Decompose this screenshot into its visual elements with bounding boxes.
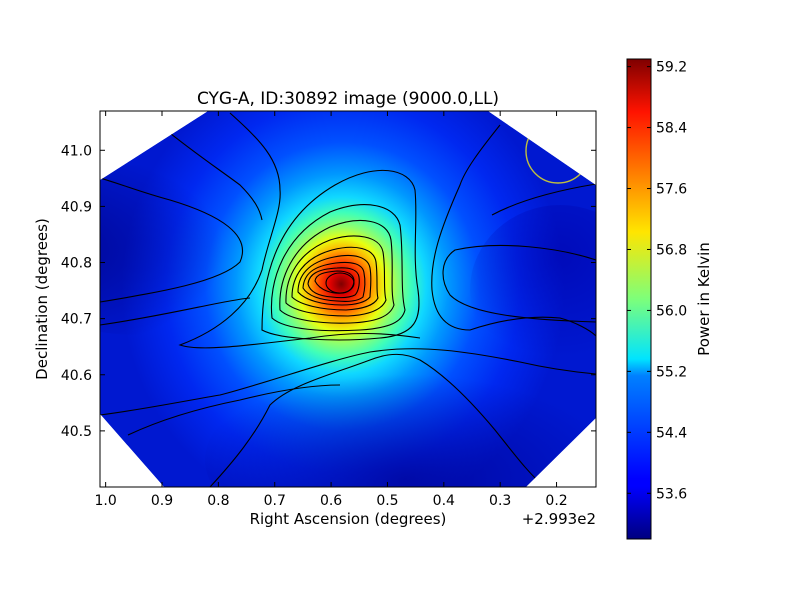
contour-line — [491, 183, 596, 216]
x-tick-label: 0.3 — [489, 493, 511, 509]
colorbar-tick-label: 54.4 — [656, 425, 687, 441]
y-axis-label: Declination (degrees) — [33, 218, 51, 380]
colorbar-tick-label: 53.6 — [656, 486, 687, 502]
mask-top-left — [100, 111, 208, 180]
low-power-left — [100, 165, 290, 335]
chart-title: CYG-A, ID:30892 image (9000.0,LL) — [197, 89, 499, 109]
x-axis: 1.0 0.9 0.8 0.7 0.6 0.5 0.4 0.3 0.2 — [95, 111, 568, 509]
x-tick-label: 0.6 — [320, 493, 342, 509]
colorbar-tick-label: 56.0 — [656, 303, 687, 319]
mask-top-right — [488, 111, 596, 185]
contour-line — [100, 348, 596, 416]
y-tick-label: 40.6 — [61, 368, 92, 384]
contour-line — [100, 297, 251, 326]
mask-bottom-left — [100, 414, 164, 487]
colorbar-tick-label: 57.6 — [656, 182, 687, 198]
contour-line — [297, 254, 372, 306]
colorbar-tick-label: 55.2 — [656, 364, 687, 380]
heatmap-edge-masks — [100, 111, 596, 487]
y-tick-label: 40.9 — [61, 199, 92, 215]
contour-line — [285, 235, 387, 317]
contour-line — [442, 244, 596, 323]
mask-bottom-right — [526, 418, 596, 487]
contour-lines — [100, 112, 596, 487]
y-tick-label: 40.7 — [61, 312, 92, 328]
contour-line — [270, 204, 406, 332]
x-axis-offset-label: +2.993e2 — [522, 510, 596, 528]
contour-line — [431, 124, 596, 337]
x-tick-label: 0.7 — [264, 493, 286, 509]
colorbar — [626, 58, 652, 540]
y-tick-label: 40.8 — [61, 256, 92, 272]
colorbar-tick-label: 59.2 — [656, 60, 687, 76]
y-tick-label: 40.5 — [61, 424, 92, 440]
contour-line — [127, 384, 341, 436]
colorbar-tick-label: 58.4 — [656, 121, 687, 137]
contour-line — [159, 124, 263, 221]
y-tick-label: 41.0 — [61, 143, 92, 159]
contour-line — [279, 220, 395, 324]
colorbar-label: Power in Kelvin — [695, 242, 713, 356]
contour-line — [307, 267, 360, 299]
low-power-right — [470, 205, 596, 375]
contour-line — [209, 353, 546, 487]
x-tick-label: 0.5 — [376, 493, 398, 509]
y-axis: 40.5 40.6 40.7 40.8 40.9 41.0 — [61, 143, 596, 440]
contour-line — [261, 169, 420, 341]
contour-line — [100, 177, 243, 303]
colorbar-tick-label: 56.8 — [656, 242, 687, 258]
x-tick-label: 0.8 — [207, 493, 229, 509]
contour-line — [302, 261, 366, 302]
x-axis-label: Right Ascension (degrees) — [250, 510, 447, 528]
low-power-bottom — [205, 365, 596, 487]
heatmap-image — [100, 111, 596, 487]
x-tick-label: 1.0 — [95, 493, 117, 509]
x-tick-label: 0.9 — [151, 493, 173, 509]
x-tick-label: 0.2 — [545, 493, 567, 509]
contour-line — [291, 246, 379, 311]
colorbar-ticks: 53.6 54.4 55.2 56.0 56.8 57.6 58.4 59.2 — [627, 60, 687, 502]
plot-frame — [99, 110, 597, 488]
contour-line — [314, 270, 355, 294]
x-tick-label: 0.4 — [433, 493, 455, 509]
contour-line-peak — [325, 272, 355, 294]
contour-line — [178, 112, 421, 349]
